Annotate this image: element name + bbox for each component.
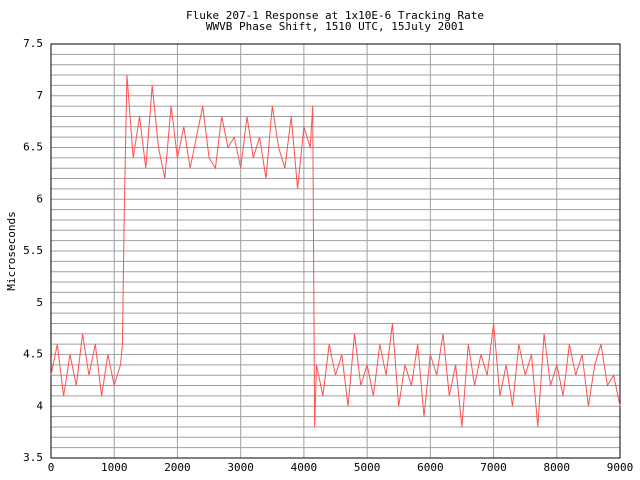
y-axis-label: Microseconds (5, 211, 18, 290)
chart-title: Fluke 207-1 Response at 1x10E-6 Tracking… (186, 9, 484, 22)
plot-frame (50, 43, 621, 459)
x-tick-label: 7000 (480, 461, 507, 474)
y-tick-label: 3.5 (23, 451, 43, 464)
y-tick-label: 6 (36, 192, 43, 205)
y-tick-label: 4.5 (23, 348, 43, 361)
x-tick-label: 2000 (164, 461, 191, 474)
x-tick-label: 9000 (607, 461, 634, 474)
x-tick-label: 6000 (417, 461, 444, 474)
y-tick-label: 5.5 (23, 244, 43, 257)
x-tick-label: 3000 (227, 461, 254, 474)
x-tick-label: 8000 (544, 461, 571, 474)
y-tick-label: 5 (36, 296, 43, 309)
y-tick-label: 7 (36, 89, 43, 102)
x-tick-label: 0 (48, 461, 55, 474)
y-tick-label: 6.5 (23, 141, 43, 154)
x-tick-label: 5000 (354, 461, 381, 474)
x-tick-label: 1000 (101, 461, 128, 474)
chart-subtitle: WWVB Phase Shift, 1510 UTC, 15July 2001 (206, 20, 464, 33)
y-tick-label: 4 (36, 399, 43, 412)
data-line (50, 74, 621, 428)
x-tick-label: 4000 (291, 461, 318, 474)
y-tick-label: 7.5 (23, 37, 43, 50)
